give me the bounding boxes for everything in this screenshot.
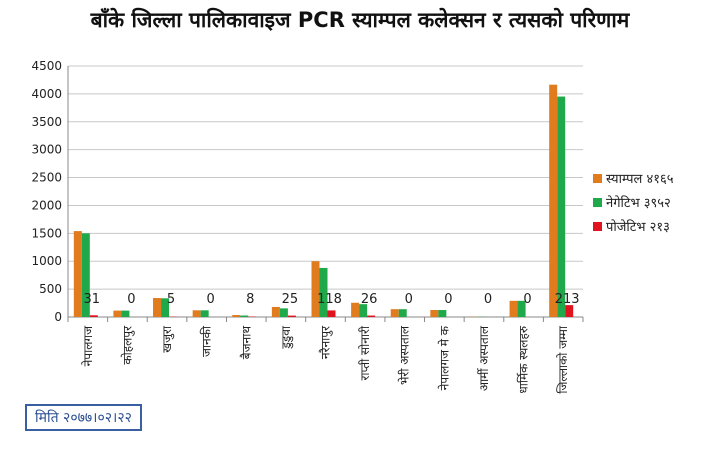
category-label: खजुरा bbox=[160, 325, 175, 353]
category-label: जिल्लाको जम्मा bbox=[556, 325, 570, 393]
bar bbox=[359, 304, 368, 317]
bar bbox=[565, 305, 574, 317]
y-tick-label: 4000 bbox=[31, 87, 62, 101]
bar bbox=[240, 315, 249, 317]
legend-swatch bbox=[593, 174, 602, 183]
y-tick-label: 0 bbox=[54, 310, 62, 324]
data-label: 0 bbox=[484, 292, 492, 307]
bar bbox=[279, 308, 288, 317]
bar bbox=[390, 309, 399, 317]
y-tick-label: 2500 bbox=[31, 171, 62, 185]
data-label: 0 bbox=[127, 292, 135, 307]
category-label: नरैनापुर bbox=[319, 325, 334, 359]
bar bbox=[113, 310, 122, 317]
data-label: 25 bbox=[282, 292, 299, 307]
bar bbox=[192, 310, 201, 317]
data-label: 26 bbox=[361, 292, 378, 307]
legend-swatch bbox=[593, 222, 602, 231]
data-label: 8 bbox=[246, 292, 254, 307]
category-label: कोहलपुर bbox=[120, 325, 135, 365]
bar bbox=[517, 300, 526, 317]
label-layer: 05001000150020002500300035004000450031ने… bbox=[31, 59, 579, 394]
legend-swatch bbox=[593, 198, 602, 207]
data-label: 213 bbox=[555, 292, 580, 307]
category-label: भेरी अस्पताल bbox=[398, 325, 412, 385]
bar bbox=[200, 310, 209, 317]
bar bbox=[153, 298, 162, 317]
y-tick-label: 3500 bbox=[31, 115, 62, 129]
bar-layer bbox=[73, 84, 574, 318]
bar bbox=[73, 231, 82, 317]
data-label: 0 bbox=[207, 292, 215, 307]
category-label: जानकी bbox=[200, 325, 214, 357]
bar bbox=[232, 315, 241, 317]
bar bbox=[327, 310, 336, 317]
data-label: 31 bbox=[84, 292, 101, 307]
y-tick-label: 2000 bbox=[31, 198, 62, 212]
data-label: 0 bbox=[444, 292, 452, 307]
bar bbox=[287, 315, 296, 317]
bar bbox=[557, 96, 566, 317]
legend-label: स्याम्पल ४१६५ bbox=[606, 172, 674, 187]
bar bbox=[311, 261, 320, 317]
chart-title: बाँके जिल्ला पालिकावाइज PCR स्याम्पल कले… bbox=[90, 8, 630, 32]
bar bbox=[438, 310, 447, 317]
data-label: 0 bbox=[523, 292, 531, 307]
category-label: डुडुवा bbox=[279, 325, 294, 350]
category-label: धार्मिक स्थलहरु bbox=[517, 325, 531, 393]
bar bbox=[509, 300, 518, 317]
bar bbox=[430, 310, 439, 317]
legend-label: पोजेटिभ २१३ bbox=[606, 219, 670, 235]
data-label: 0 bbox=[405, 292, 413, 307]
bar bbox=[81, 233, 90, 317]
legend-label: नेगेटिभ ३९५२ bbox=[606, 195, 671, 211]
bar bbox=[161, 298, 170, 317]
data-label: 5 bbox=[167, 292, 175, 307]
date-label: मिति २०७७।०२।२२ bbox=[25, 404, 142, 431]
legend: स्याम्पल ४१६५ नेगेटिभ ३९५२ पोजेटिभ २१३ bbox=[593, 172, 674, 235]
bar bbox=[271, 306, 280, 317]
bar bbox=[319, 267, 328, 317]
data-label: 118 bbox=[317, 292, 342, 307]
bar bbox=[549, 84, 558, 318]
category-label: राप्ती सोनारी bbox=[358, 325, 372, 380]
y-tick-label: 500 bbox=[39, 282, 62, 296]
y-tick-label: 3000 bbox=[31, 143, 62, 157]
category-label: नेपालगज bbox=[81, 325, 95, 366]
bar bbox=[121, 310, 130, 317]
bar bbox=[367, 315, 376, 317]
category-label: आर्मी अस्पताल bbox=[477, 325, 491, 391]
bar bbox=[351, 302, 360, 317]
bar bbox=[89, 315, 98, 317]
bar bbox=[398, 309, 407, 317]
category-label: बैजनाथ bbox=[239, 326, 253, 360]
y-tick-label: 1500 bbox=[31, 226, 62, 240]
category-label: नेपालगज मे क bbox=[437, 325, 451, 390]
y-tick-label: 1000 bbox=[31, 254, 62, 268]
y-tick-label: 4500 bbox=[31, 59, 62, 73]
